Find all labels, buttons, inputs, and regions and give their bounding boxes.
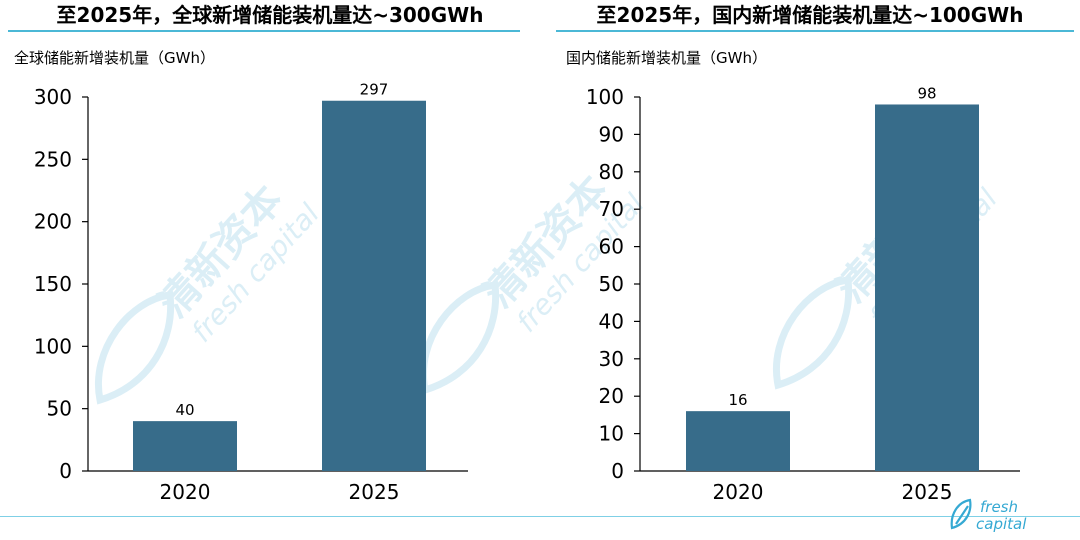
y-tick-label: 90 (599, 122, 624, 146)
y-tick-label: 250 (34, 147, 72, 171)
x-tick-label: 2025 (902, 480, 953, 504)
footer-rule (0, 516, 1080, 517)
data-label: 98 (917, 84, 936, 102)
watermark-leaf-icon (420, 281, 500, 395)
logo-word-fresh: fresh (980, 498, 1018, 516)
left-axis-caption: 全球储能新增装机量（GWh） (14, 49, 215, 67)
bar (686, 411, 790, 471)
y-tick-label: 300 (34, 85, 72, 109)
bar (875, 104, 979, 471)
right-title-rule (556, 30, 1074, 32)
data-label: 16 (728, 391, 747, 409)
y-tick-label: 0 (611, 459, 624, 483)
right-chart-title: 至2025年，国内新增储能装机量达~100GWh (596, 3, 1024, 27)
y-tick-label: 50 (47, 397, 72, 421)
y-tick-label: 200 (34, 210, 72, 234)
bar (322, 100, 426, 472)
y-tick-label: 20 (599, 384, 624, 408)
y-tick-label: 60 (599, 235, 624, 259)
data-label: 40 (175, 401, 194, 419)
y-tick-label: 80 (599, 160, 624, 184)
y-tick-label: 30 (599, 347, 624, 371)
watermark-leaf-icon (95, 291, 175, 405)
y-tick-label: 150 (34, 272, 72, 296)
y-tick-label: 70 (599, 197, 624, 221)
x-tick-label: 2025 (349, 480, 400, 504)
x-tick-label: 2020 (160, 480, 211, 504)
x-tick-label: 2020 (713, 480, 764, 504)
y-tick-label: 10 (599, 422, 624, 446)
bar (133, 421, 237, 471)
left-title-rule (8, 30, 520, 32)
y-tick-label: 40 (599, 309, 624, 333)
logo-word-capital: capital (976, 515, 1027, 533)
data-label: 297 (360, 81, 389, 99)
left-chart-title: 至2025年，全球新增储能装机量达~300GWh (56, 3, 484, 27)
y-tick-label: 0 (59, 459, 72, 483)
watermark-leaf-icon (773, 276, 853, 390)
y-tick-label: 100 (586, 85, 624, 109)
fresh-capital-leaf-icon: fresh capital (950, 498, 1027, 533)
y-tick-label: 100 (34, 334, 72, 358)
right-axis-caption: 国内储能新增装机量（GWh） (566, 49, 767, 67)
fresh-capital-logo: fresh capital (946, 494, 1038, 536)
y-tick-label: 50 (599, 272, 624, 296)
